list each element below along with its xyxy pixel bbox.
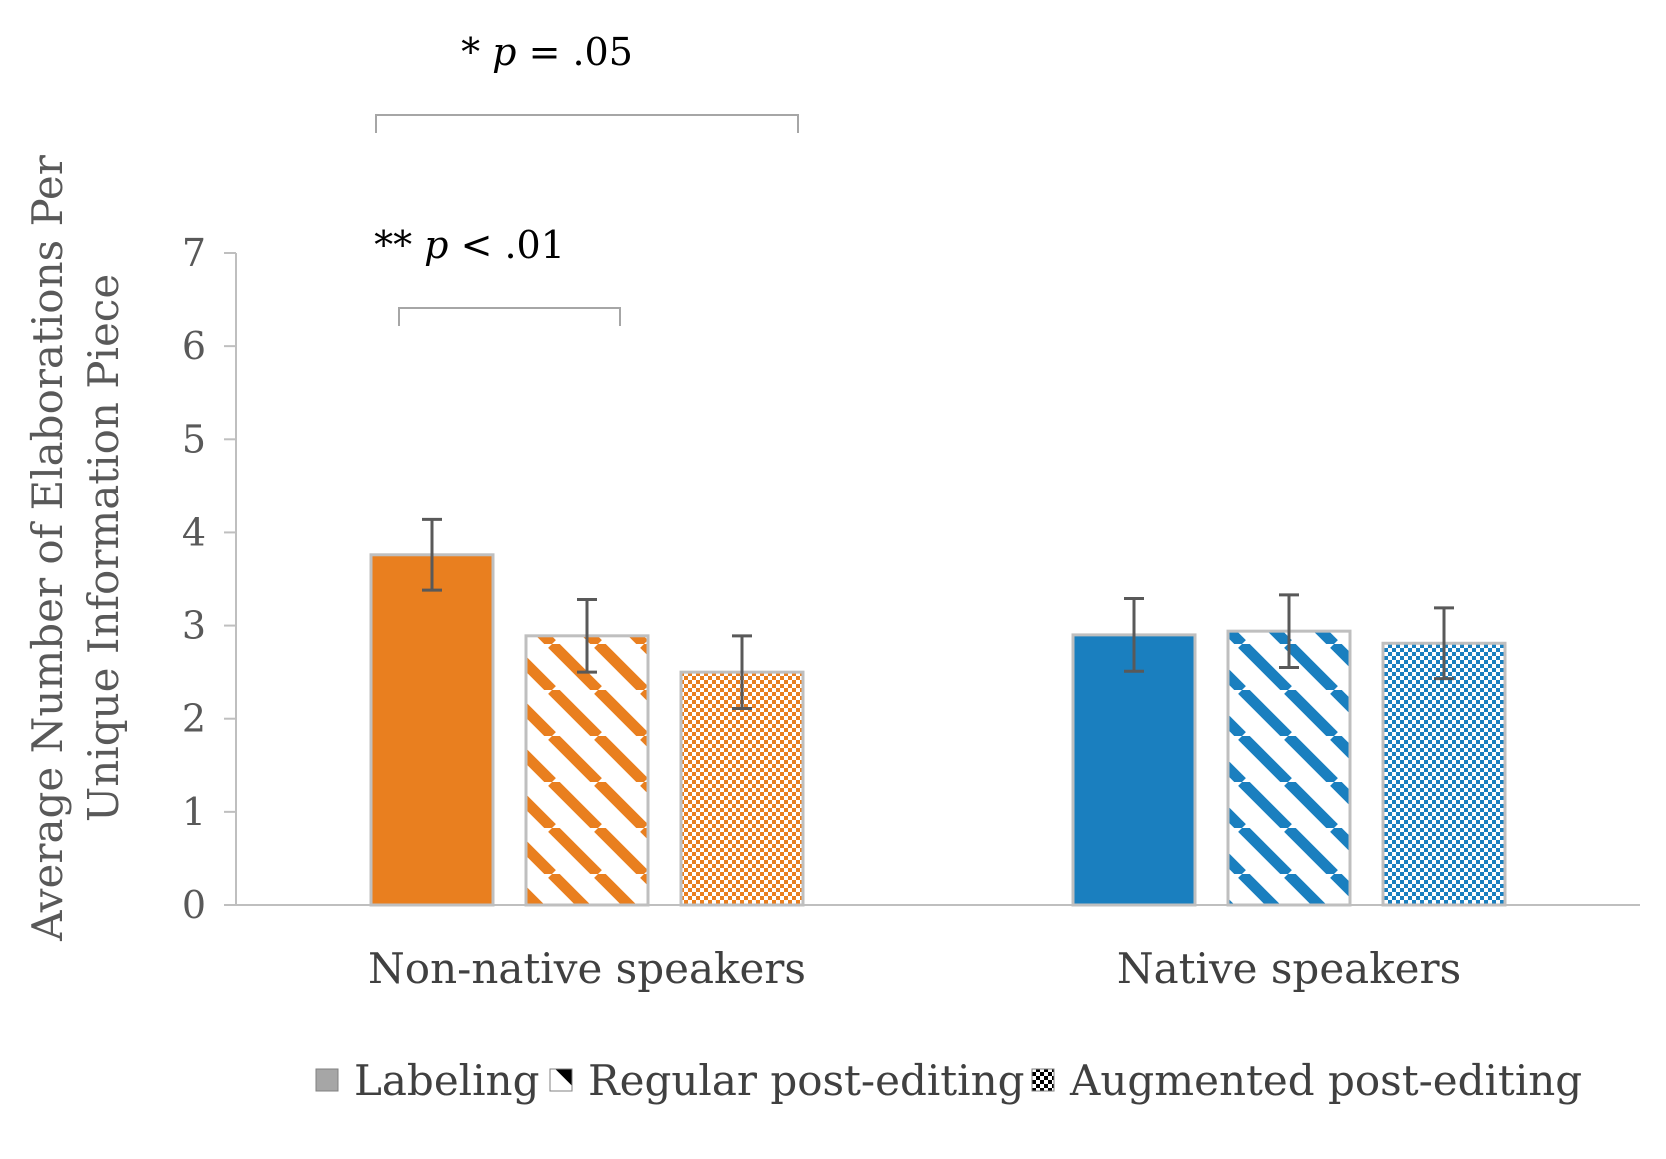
bar — [524, 634, 650, 907]
legend-item: Augmented post-editing — [1031, 1056, 1582, 1105]
y-tick-label: 2 — [182, 697, 206, 741]
y-axis-title: Average Number of Elaborations Per Unique… — [23, 154, 128, 942]
bar — [679, 670, 805, 907]
x-category-label: Native speakers — [1117, 944, 1461, 993]
sig-marker: * — [461, 30, 492, 74]
bar — [369, 553, 495, 907]
y-tick-label: 3 — [182, 604, 206, 648]
y-tick-label: 1 — [182, 790, 206, 834]
y-axis-title-line: Average Number of Elaborations Per — [23, 154, 72, 942]
legend: Labeling Regular post-editing Augmented po… — [315, 1056, 1582, 1105]
y-tick-label: 6 — [182, 324, 206, 368]
x-category-label: Non-native speakers — [368, 944, 806, 993]
bars — [369, 553, 1507, 907]
legend-swatch — [549, 1068, 573, 1092]
legend-item: Regular post-editing — [549, 1056, 1025, 1105]
sig-relation: = .05 — [516, 30, 632, 74]
legend-item: Labeling — [315, 1056, 539, 1105]
legend-label: Augmented post-editing — [1069, 1056, 1582, 1105]
significance-label: * p = .05 — [461, 30, 633, 74]
legend-label: Labeling — [354, 1056, 539, 1105]
legend-swatch — [315, 1068, 339, 1092]
sig-relation: < .01 — [448, 223, 564, 267]
bar — [1381, 641, 1507, 907]
y-axis-title-line: Unique Information Piece — [79, 274, 128, 822]
y-tick-label: 7 — [182, 231, 206, 275]
error-bars — [422, 517, 1454, 710]
sig-p-symbol: p — [492, 30, 516, 74]
y-tick-label: 0 — [182, 883, 206, 927]
axes: 0 1 2 3 4 5 6 7 Average Number of Elaborations P… — [23, 154, 1640, 993]
y-tick-label: 4 — [182, 510, 206, 554]
significance-annotations: * p = .05 ** p < .01 — [374, 30, 799, 326]
legend-label: Regular post-editing — [588, 1056, 1025, 1105]
significance-label: ** p < .01 — [374, 223, 565, 267]
bar — [1071, 633, 1197, 907]
legend-swatch — [1031, 1068, 1055, 1092]
significance-bracket — [375, 114, 799, 133]
bar — [1226, 629, 1352, 907]
significance-bracket — [398, 307, 621, 326]
sig-marker: ** — [374, 223, 424, 267]
sig-p-symbol: p — [424, 223, 448, 267]
y-tick-label: 5 — [182, 417, 206, 461]
